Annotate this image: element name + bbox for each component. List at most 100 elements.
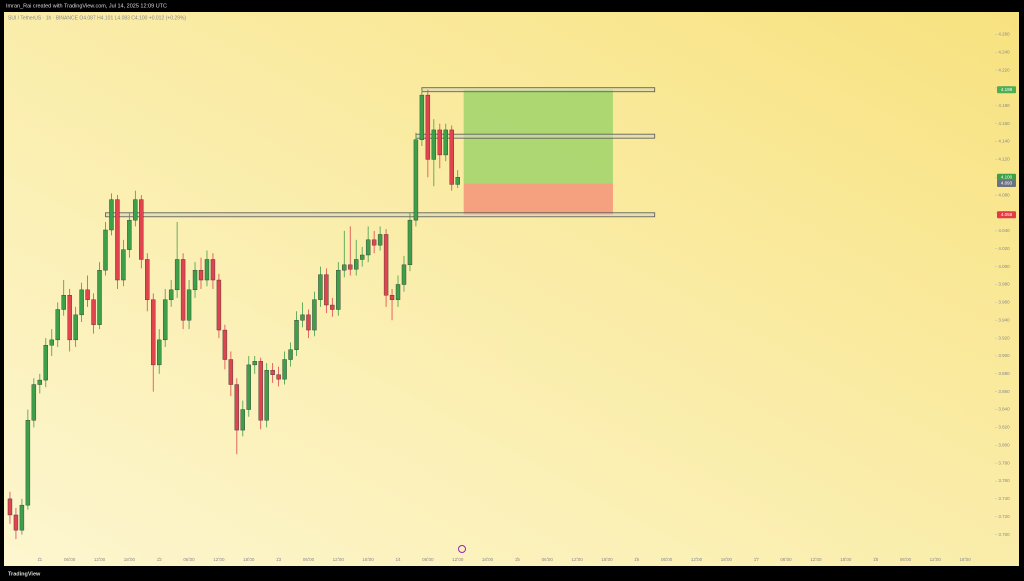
y-tick-label: 4.000: [998, 264, 1010, 269]
x-tick-label: 12:00: [571, 557, 583, 562]
candle-body: [413, 139, 419, 221]
symbol-legend: SUI / TetherUS · 1h · BINANCE O4.087 H4.…: [8, 15, 186, 21]
candle-body: [49, 339, 54, 346]
candle-body: [31, 384, 37, 421]
candle-body: [312, 299, 317, 331]
candle-body: [342, 264, 347, 271]
x-tick-label: 18:00: [482, 557, 494, 562]
candle-body: [192, 269, 198, 291]
y-tick-label: 4.120: [998, 157, 1010, 162]
candle-body: [407, 219, 413, 266]
candle-body: [354, 259, 359, 270]
y-tick-label: 3.940: [998, 317, 1010, 322]
y-tick-label: 3.760: [998, 478, 1010, 483]
candle-body: [389, 295, 395, 300]
x-tick-label: 18:00: [840, 557, 852, 562]
candle-body: [401, 264, 407, 285]
candle-body: [133, 199, 138, 221]
y-tick-label: 3.720: [998, 514, 1010, 519]
candle-body: [371, 239, 377, 246]
candle-body: [282, 359, 287, 380]
candle-body: [252, 361, 257, 366]
price-label-box: [997, 86, 1016, 94]
candle-body: [103, 229, 108, 271]
candle-body: [336, 269, 341, 310]
candle-body: [294, 320, 299, 350]
x-tick-label: 12:00: [94, 557, 106, 562]
candle-body: [25, 420, 31, 506]
candle-body: [330, 304, 335, 310]
candle-body: [67, 295, 72, 341]
y-tick-label: 3.820: [998, 425, 1010, 430]
price-label: 4.058: [1001, 212, 1013, 217]
x-tick-label: 12:00: [213, 557, 225, 562]
x-tick-label: 06:00: [900, 557, 912, 562]
candle-body: [258, 361, 263, 421]
x-tick-label: 15: [515, 557, 521, 562]
candle-body: [79, 289, 84, 316]
candle-body: [395, 284, 401, 300]
y-tick-label: 3.880: [998, 371, 1010, 376]
candle-body: [91, 299, 96, 325]
candle-body: [121, 249, 126, 281]
candle-body: [139, 199, 144, 260]
y-tick-label: 4.080: [998, 192, 1010, 197]
event-marker: [458, 545, 466, 553]
candle-body: [276, 374, 281, 380]
x-tick-label: 18: [873, 557, 879, 562]
x-tick-label: 06:00: [422, 557, 434, 562]
x-tick-label: 06:00: [780, 557, 792, 562]
brand-logo: TradingView: [8, 571, 41, 577]
x-tick-label: 12:00: [333, 557, 345, 562]
candle-body: [186, 289, 192, 321]
y-tick-label: 4.160: [998, 121, 1010, 126]
y-tick-label: 4.040: [998, 228, 1010, 233]
y-tick-label: 4.260: [998, 32, 1010, 37]
y-tick-label: 3.700: [998, 532, 1010, 537]
candle-body: [437, 129, 443, 156]
y-tick-label: 3.780: [998, 460, 1010, 465]
y-tick-label: 3.840: [998, 407, 1010, 412]
candle-body: [151, 299, 156, 366]
candle-body: [222, 329, 228, 360]
candle-body: [455, 177, 460, 185]
plot: 3.700 3.720 3.740 3.760 3.780 3.800 3.820 3.840…: [7, 32, 1016, 562]
x-tick-label: 12:00: [930, 557, 942, 562]
candle-body: [377, 234, 383, 246]
candle-body: [157, 339, 162, 366]
price-label: 4.198: [1001, 87, 1013, 92]
header-title: Imran_Rai created with TradingView.com, …: [6, 3, 167, 9]
price-label-box: [997, 180, 1016, 188]
y-tick-label: 3.800: [998, 442, 1010, 447]
candle-body: [37, 379, 43, 385]
candle-body: [19, 504, 25, 531]
candle-body: [246, 364, 251, 410]
candle-body: [425, 94, 431, 160]
level-zone: [421, 87, 656, 93]
candle-body: [73, 314, 78, 341]
candle-body: [419, 94, 425, 140]
candle-body: [264, 370, 269, 421]
candle-body: [127, 219, 132, 250]
x-tick-label: 06:00: [183, 557, 195, 562]
candle-body: [174, 259, 180, 291]
loss-zone: [463, 183, 613, 215]
price-label: 4.100: [1001, 174, 1013, 179]
x-tick-label: 06:00: [303, 557, 315, 562]
y-tick-label: 4.020: [998, 246, 1010, 251]
y-tick-label: 4.140: [998, 139, 1010, 144]
candle-body: [210, 259, 216, 281]
candle-body: [300, 314, 305, 321]
y-tick-label: 3.740: [998, 496, 1010, 501]
x-tick-label: 16: [634, 557, 640, 562]
candle-body: [449, 129, 454, 185]
y-tick-label: 3.980: [998, 282, 1010, 287]
candle-body: [365, 239, 371, 256]
x-tick-label: 12:00: [691, 557, 703, 562]
candle-body: [61, 295, 66, 310]
candle-body: [109, 199, 114, 231]
candle-body: [97, 269, 102, 325]
candle-body: [270, 370, 275, 375]
price-label: 4.093: [1001, 181, 1013, 186]
x-tick-label: 18:00: [363, 557, 375, 562]
